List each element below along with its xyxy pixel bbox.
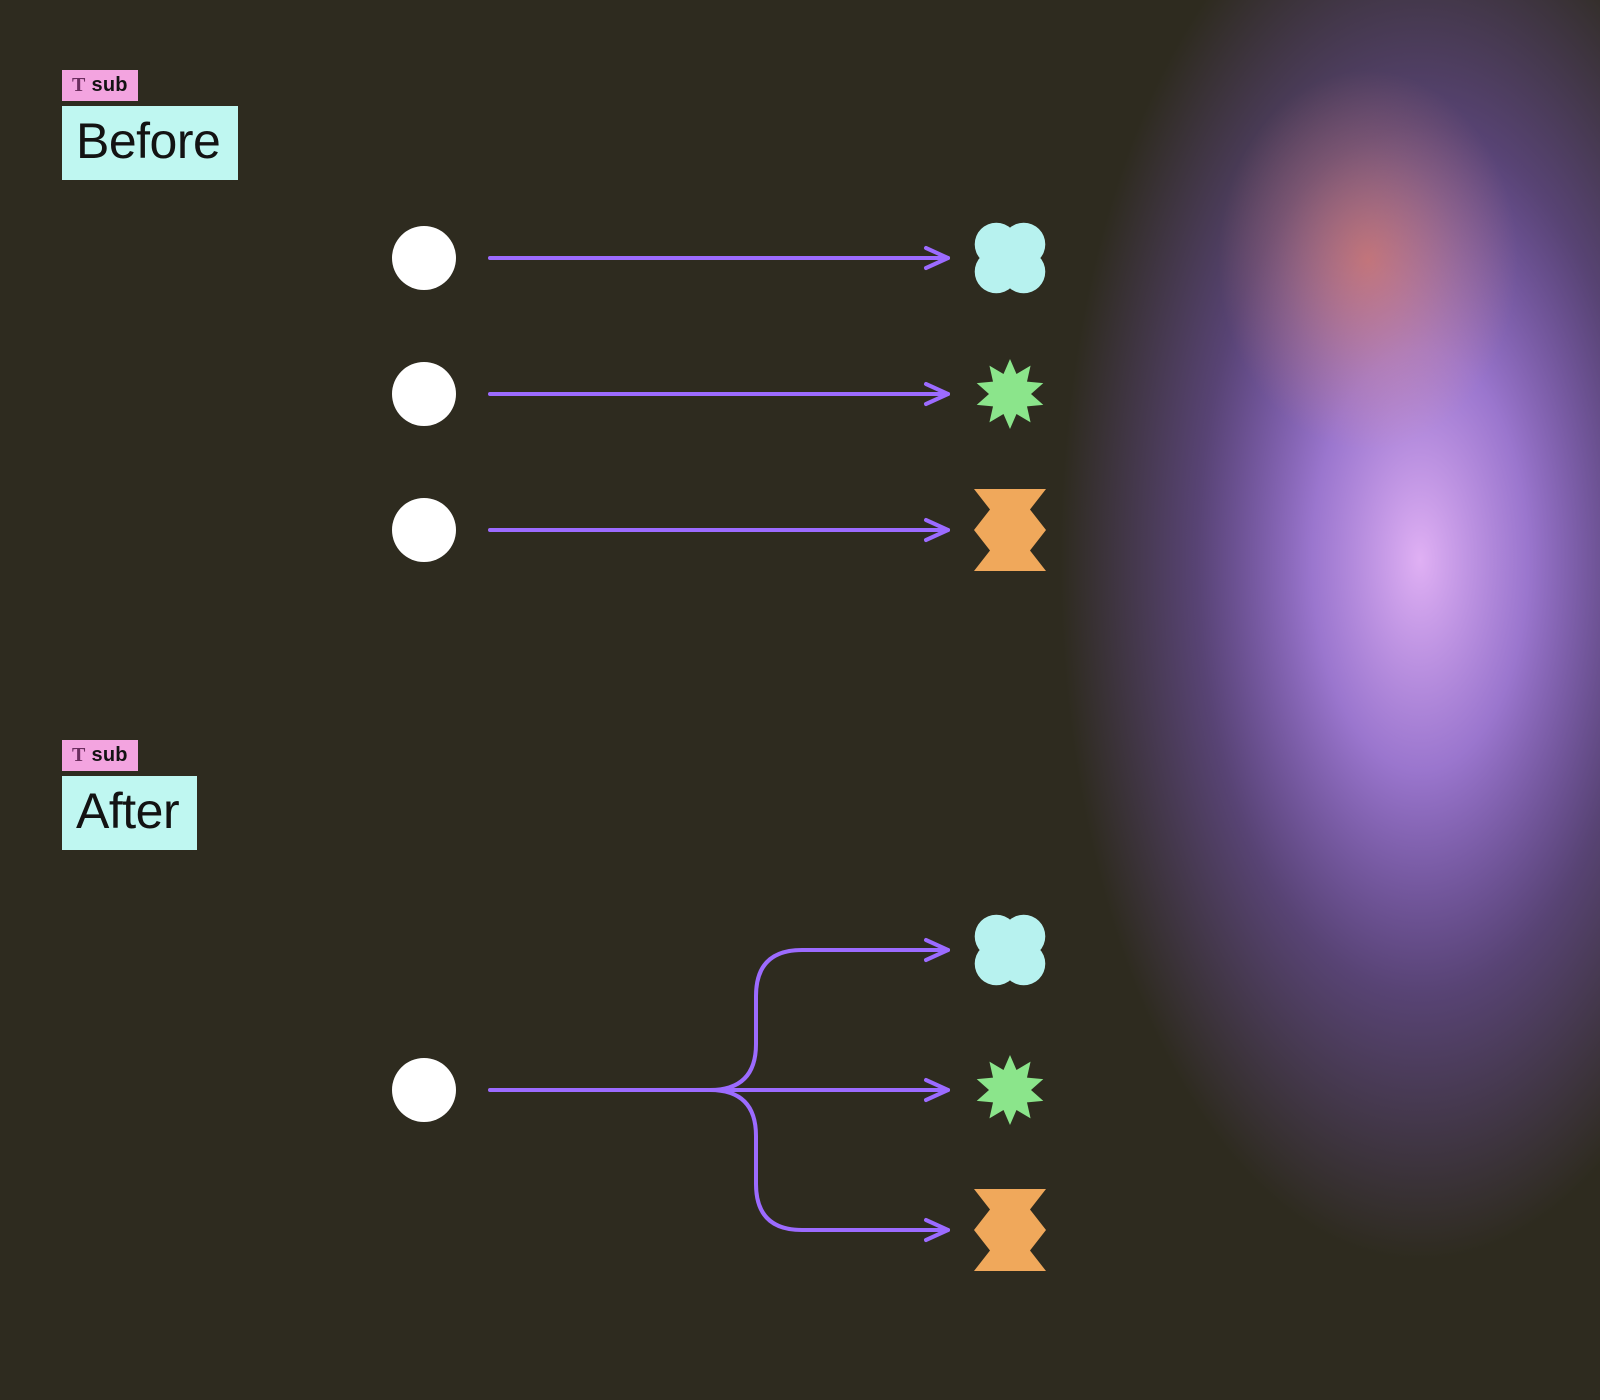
arrow-branch-top (710, 940, 948, 1090)
flow-diagram (0, 0, 1600, 1400)
arrow-branch-mid (710, 1080, 948, 1100)
target-clover-icon (975, 223, 1046, 294)
target-zigzag-icon (974, 1189, 1046, 1271)
arrow (490, 248, 948, 268)
target-burst-icon (977, 1055, 1044, 1125)
source-node (392, 498, 456, 562)
before-group (392, 223, 1046, 571)
arrow-branch-bottom (710, 1090, 948, 1240)
target-burst-icon (977, 359, 1044, 429)
after-group (392, 915, 1046, 1271)
source-node (392, 1058, 456, 1122)
diagram-canvas: TsubBeforeTsubAfter (0, 0, 1600, 1400)
target-zigzag-icon (974, 489, 1046, 571)
source-node (392, 362, 456, 426)
arrow (490, 384, 948, 404)
target-clover-icon (975, 915, 1046, 986)
arrow (490, 520, 948, 540)
source-node (392, 226, 456, 290)
